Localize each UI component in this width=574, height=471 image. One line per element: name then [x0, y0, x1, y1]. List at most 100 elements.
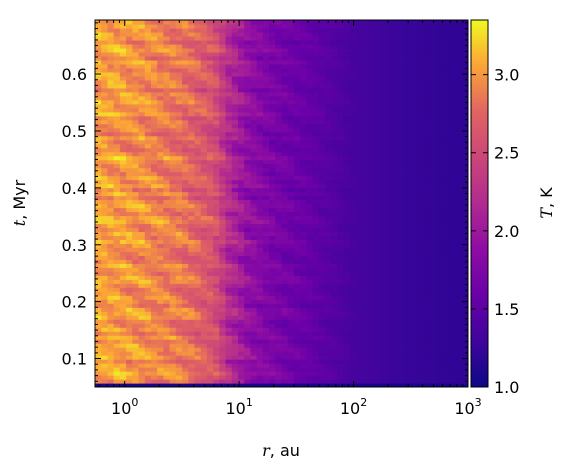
heatmap-cell [150, 127, 158, 133]
heatmap-cell [244, 331, 252, 336]
heatmap-cell [188, 283, 196, 288]
heatmap-cell [293, 179, 301, 185]
heatmap-cell [250, 315, 258, 320]
heatmap-cell [138, 59, 146, 65]
heatmap-cell [244, 315, 252, 320]
heatmap-cell [449, 331, 457, 336]
heatmap-cell [213, 271, 220, 276]
heatmap-cell [126, 123, 133, 129]
heatmap-cell [113, 139, 121, 145]
heatmap-cell [256, 67, 264, 73]
heatmap-cell [256, 155, 264, 161]
heatmap-cell [107, 71, 115, 77]
heatmap-cell [200, 299, 208, 304]
heatmap-cell [405, 163, 413, 169]
heatmap-cell [206, 203, 214, 209]
heatmap-cell [113, 51, 121, 57]
heatmap-cell [269, 167, 276, 173]
heatmap-cell [113, 287, 121, 292]
heatmap-cell [132, 307, 140, 312]
heatmap-cell [405, 303, 413, 308]
heatmap-cell [331, 251, 339, 256]
heatmap-cell [393, 191, 401, 197]
heatmap-cell [95, 215, 102, 221]
heatmap-cell [430, 267, 438, 272]
heatmap-cell [182, 315, 189, 320]
heatmap-cell [424, 359, 432, 364]
heatmap-cell [430, 367, 438, 372]
heatmap-cell [144, 319, 152, 324]
heatmap-cell [349, 327, 357, 332]
heatmap-cell [300, 291, 307, 296]
heatmap-cell [182, 191, 189, 197]
heatmap-cell [219, 383, 227, 387]
heatmap-cell [393, 147, 401, 153]
heatmap-cell [95, 195, 102, 201]
heatmap-cell [349, 71, 357, 77]
heatmap-cell [262, 75, 270, 81]
heatmap-cell [188, 371, 196, 376]
heatmap-cell [113, 171, 121, 177]
heatmap-cell [455, 115, 463, 121]
heatmap-cell [225, 99, 233, 105]
heatmap-cell [312, 315, 320, 320]
heatmap-cell [250, 75, 258, 81]
heatmap-cell [182, 351, 189, 356]
heatmap-cell [107, 203, 115, 209]
heatmap-cell [157, 219, 164, 225]
heatmap-cell [194, 95, 202, 101]
heatmap-cell [213, 235, 220, 240]
heatmap-cell [219, 307, 227, 312]
heatmap-cell [418, 219, 426, 225]
heatmap-cell [256, 331, 264, 336]
heatmap-cell [107, 383, 115, 387]
heatmap-cell [418, 99, 426, 105]
heatmap-cell [150, 135, 158, 141]
heatmap-cell [380, 383, 388, 387]
heatmap-cell [194, 203, 202, 209]
heatmap-cell [219, 235, 227, 240]
heatmap-cell [368, 131, 376, 137]
heatmap-cell [436, 243, 444, 248]
heatmap-cell [281, 215, 289, 221]
heatmap-cell [269, 87, 276, 93]
heatmap-cell [349, 291, 357, 296]
heatmap-cell [430, 95, 438, 101]
heatmap-cell [101, 227, 109, 233]
heatmap-cell [188, 355, 196, 360]
heatmap-cell [169, 199, 177, 205]
heatmap-cell [418, 75, 426, 81]
heatmap-cell [119, 135, 127, 141]
heatmap-cell [455, 299, 463, 304]
heatmap-cell [362, 175, 370, 181]
heatmap-cell [293, 159, 301, 165]
heatmap-cell [157, 107, 164, 113]
heatmap-cell [306, 339, 314, 344]
heatmap-cell [455, 251, 463, 256]
heatmap-cell [275, 331, 283, 336]
heatmap-cell [281, 231, 289, 237]
heatmap-cell [281, 159, 289, 165]
heatmap-cell [387, 231, 394, 237]
heatmap-cell [337, 351, 345, 356]
heatmap-cell [337, 211, 345, 217]
heatmap-cell [418, 271, 426, 276]
heatmap-cell [318, 107, 326, 113]
heatmap-cell [163, 263, 171, 268]
heatmap-cell [418, 327, 426, 332]
heatmap-cell [275, 363, 283, 368]
heatmap-cell [455, 123, 463, 129]
heatmap-cell [461, 215, 468, 221]
heatmap-cell [418, 95, 426, 101]
heatmap-cell [157, 87, 164, 93]
heatmap-cell [126, 379, 133, 384]
heatmap-cell [194, 155, 202, 161]
heatmap-cell [337, 283, 345, 288]
heatmap-cell [144, 155, 152, 161]
heatmap-cell [206, 223, 214, 229]
heatmap-cell [194, 235, 202, 240]
heatmap-cell [306, 131, 314, 137]
heatmap-cell [312, 107, 320, 113]
heatmap-cell [281, 375, 289, 380]
heatmap-cell [331, 87, 339, 93]
